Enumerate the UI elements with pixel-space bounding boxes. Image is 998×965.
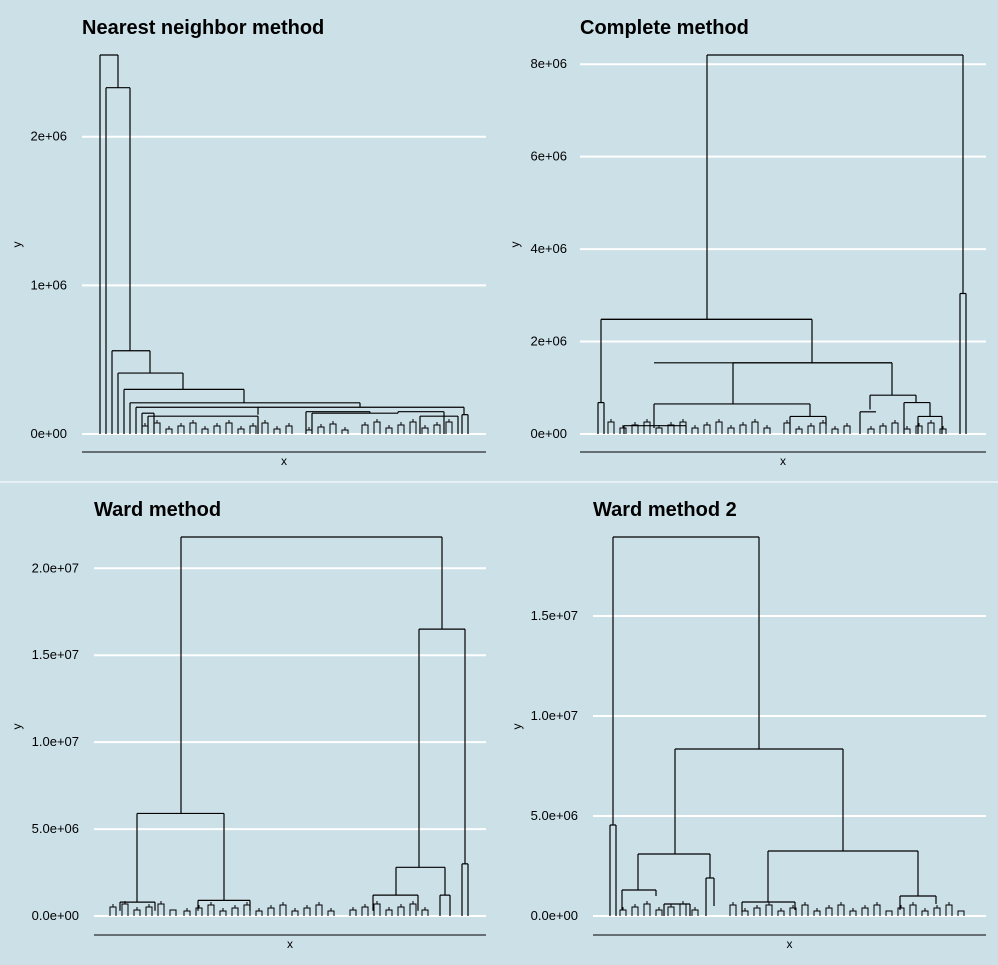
y-tick-label: 1.5e+07 bbox=[32, 647, 79, 662]
dendrogram-leaf-branch bbox=[957, 910, 965, 916]
y-tick-label: 5.0e+06 bbox=[531, 808, 578, 823]
panel-ward-2: 0.0e+00 5.0e+06 1.0e+07 1.5e+07 Ward method… bbox=[510, 499, 986, 951]
chart-title: Complete method bbox=[580, 17, 749, 39]
y-tick-label: 2e+06 bbox=[530, 334, 567, 349]
x-axis-label: x bbox=[780, 454, 786, 468]
chart-title: Ward method bbox=[94, 499, 221, 521]
y-tick-label: 6e+06 bbox=[530, 149, 567, 164]
dendrogram-leaf-branch bbox=[885, 910, 893, 916]
y-tick-label: 1.0e+07 bbox=[32, 734, 79, 749]
panel-complete: 0e+00 2e+06 4e+06 6e+06 8e+06 Complete metho… bbox=[508, 17, 986, 468]
x-axis-label: x bbox=[287, 937, 293, 951]
y-tick-label: 0e+00 bbox=[530, 426, 567, 441]
x-axis-label: x bbox=[281, 454, 287, 468]
dendrogram-branches bbox=[99, 54, 469, 434]
y-ticks: 0e+00 1e+06 2e+06 bbox=[30, 129, 67, 441]
y-tick-label: 0.0e+00 bbox=[531, 908, 578, 923]
grid-lines bbox=[94, 567, 486, 917]
chart-title: Ward method 2 bbox=[593, 499, 737, 521]
y-tick-label: 2.0e+07 bbox=[32, 560, 79, 575]
grid-lines bbox=[580, 63, 986, 435]
chart-title: Nearest neighbor method bbox=[82, 17, 324, 39]
dendrogram-branches bbox=[609, 536, 965, 916]
y-tick-label: 1.5e+07 bbox=[531, 608, 578, 623]
y-ticks: 0.0e+00 5.0e+06 1.0e+07 1.5e+07 bbox=[531, 608, 578, 923]
y-tick-label: 4e+06 bbox=[530, 241, 567, 256]
y-tick-label: 1.0e+07 bbox=[531, 708, 578, 723]
y-tick-label: 2e+06 bbox=[30, 129, 67, 144]
y-axis-label: y bbox=[508, 242, 522, 248]
y-ticks: 0.0e+00 5.0e+06 1.0e+07 1.5e+07 2.0e+07 bbox=[32, 560, 79, 923]
y-ticks: 0e+00 2e+06 4e+06 6e+06 8e+06 bbox=[530, 56, 567, 441]
grid-lines bbox=[82, 135, 486, 435]
dendrogram-branches bbox=[109, 536, 469, 916]
x-axis-label: x bbox=[787, 937, 793, 951]
panel-ward: 0.0e+00 5.0e+06 1.0e+07 1.5e+07 2.0e+07 Ward… bbox=[10, 499, 486, 951]
y-tick-label: 8e+06 bbox=[530, 56, 567, 71]
y-axis-label: y bbox=[10, 242, 24, 248]
dendrogram-leaf-branch bbox=[169, 909, 177, 916]
y-axis-label: y bbox=[10, 724, 24, 730]
dendrogram-branches bbox=[597, 54, 967, 434]
y-tick-label: 0e+00 bbox=[30, 426, 67, 441]
y-tick-label: 0.0e+00 bbox=[32, 908, 79, 923]
y-tick-label: 5.0e+06 bbox=[32, 821, 79, 836]
y-tick-label: 1e+06 bbox=[30, 277, 67, 292]
y-axis-label: y bbox=[510, 724, 524, 730]
